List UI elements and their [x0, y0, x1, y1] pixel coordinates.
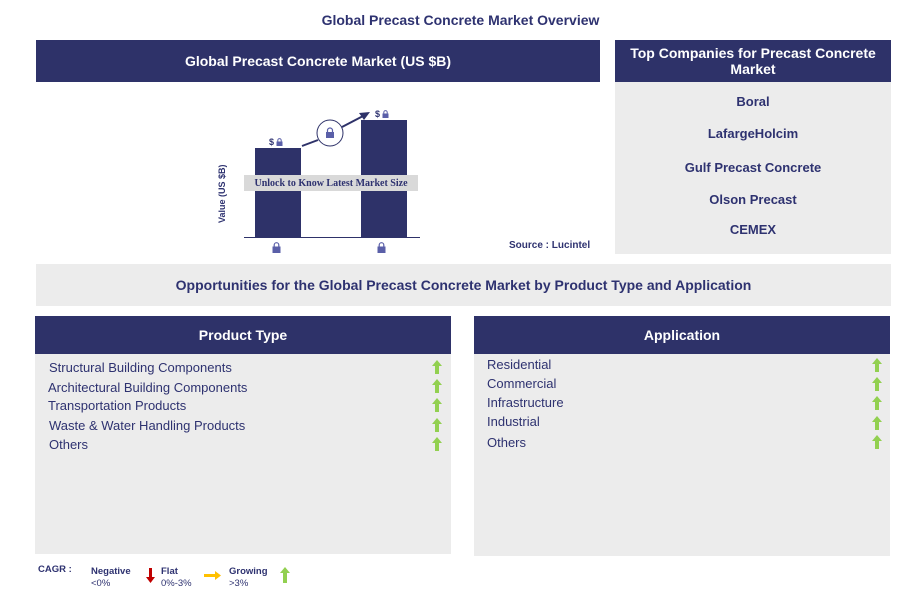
market-panel-header: Global Precast Concrete Market (US $B) — [36, 40, 600, 82]
list-item: Industrial — [487, 414, 540, 429]
list-item: Transportation Products — [48, 398, 187, 413]
negative-arrow-icon — [146, 568, 155, 583]
list-item: Others — [49, 437, 89, 452]
bar-1 — [255, 148, 301, 238]
growing-arrow-icon — [432, 379, 442, 393]
page-title: Global Precast Concrete Market Overview — [321, 12, 600, 28]
application-list: Residential Commercial Infrastructure In… — [474, 354, 890, 556]
growing-arrow-icon — [872, 435, 882, 449]
application-header: Application — [474, 316, 890, 354]
companies-list: Boral LafargeHolcim Gulf Precast Concret… — [615, 82, 891, 254]
list-item: Waste & Water Handling Products — [49, 418, 246, 433]
market-chart: Value (US $B) $ $ Unlock to Know Latest … — [200, 95, 600, 260]
lock-icon — [382, 110, 389, 118]
opportunities-banner: Opportunities for the Global Precast Con… — [36, 264, 891, 306]
flat-arrow-icon — [204, 571, 221, 580]
growing-arrow-icon — [280, 567, 290, 583]
growing-arrow-icon — [432, 437, 442, 451]
growing-arrow-icon — [432, 398, 442, 412]
company-item: Boral — [736, 94, 770, 109]
list-item: Structural Building Components — [49, 360, 232, 375]
unlock-banner[interactable]: Unlock to Know Latest Market Size — [244, 175, 418, 191]
growing-arrow-icon — [872, 377, 882, 391]
source-label: Source : Lucintel — [509, 240, 591, 251]
lock-icon — [276, 138, 283, 146]
cagr-label: CAGR : — [38, 564, 72, 575]
list-item: Architectural Building Components — [48, 380, 248, 395]
company-item: CEMEX — [729, 222, 777, 237]
legend-growing: Growing >3% — [229, 566, 268, 589]
product-type-header: Product Type — [35, 316, 451, 354]
growing-arrow-icon — [872, 416, 882, 430]
legend-flat: Flat 0%-3% — [161, 566, 192, 589]
lock-icon — [272, 242, 281, 253]
x-axis — [244, 237, 420, 238]
trend-arrow-icon — [301, 112, 370, 147]
lock-icon — [377, 242, 386, 253]
company-item: Gulf Precast Concrete — [684, 160, 822, 175]
bar-2-value: $ — [375, 109, 389, 119]
list-item: Infrastructure — [487, 395, 564, 410]
list-item: Residential — [487, 357, 552, 372]
company-item: LafargeHolcim — [707, 126, 799, 141]
growing-arrow-icon — [872, 396, 882, 410]
cagr-legend: CAGR : Negative <0% Flat 0%-3% Growing >… — [38, 563, 318, 593]
list-item: Commercial — [487, 376, 557, 391]
bar-1-value: $ — [269, 137, 283, 147]
y-axis-label: Value (US $B) — [217, 164, 227, 223]
growing-arrow-icon — [432, 360, 442, 374]
list-item: Others — [487, 435, 527, 450]
growing-arrow-icon — [872, 358, 882, 372]
company-item: Olson Precast — [709, 192, 797, 207]
growing-arrow-icon — [432, 418, 442, 432]
product-type-list: Structural Building Components Architect… — [35, 354, 451, 554]
companies-panel-header: Top Companies for Precast Concrete Marke… — [615, 40, 891, 82]
legend-negative: Negative <0% — [91, 566, 131, 589]
